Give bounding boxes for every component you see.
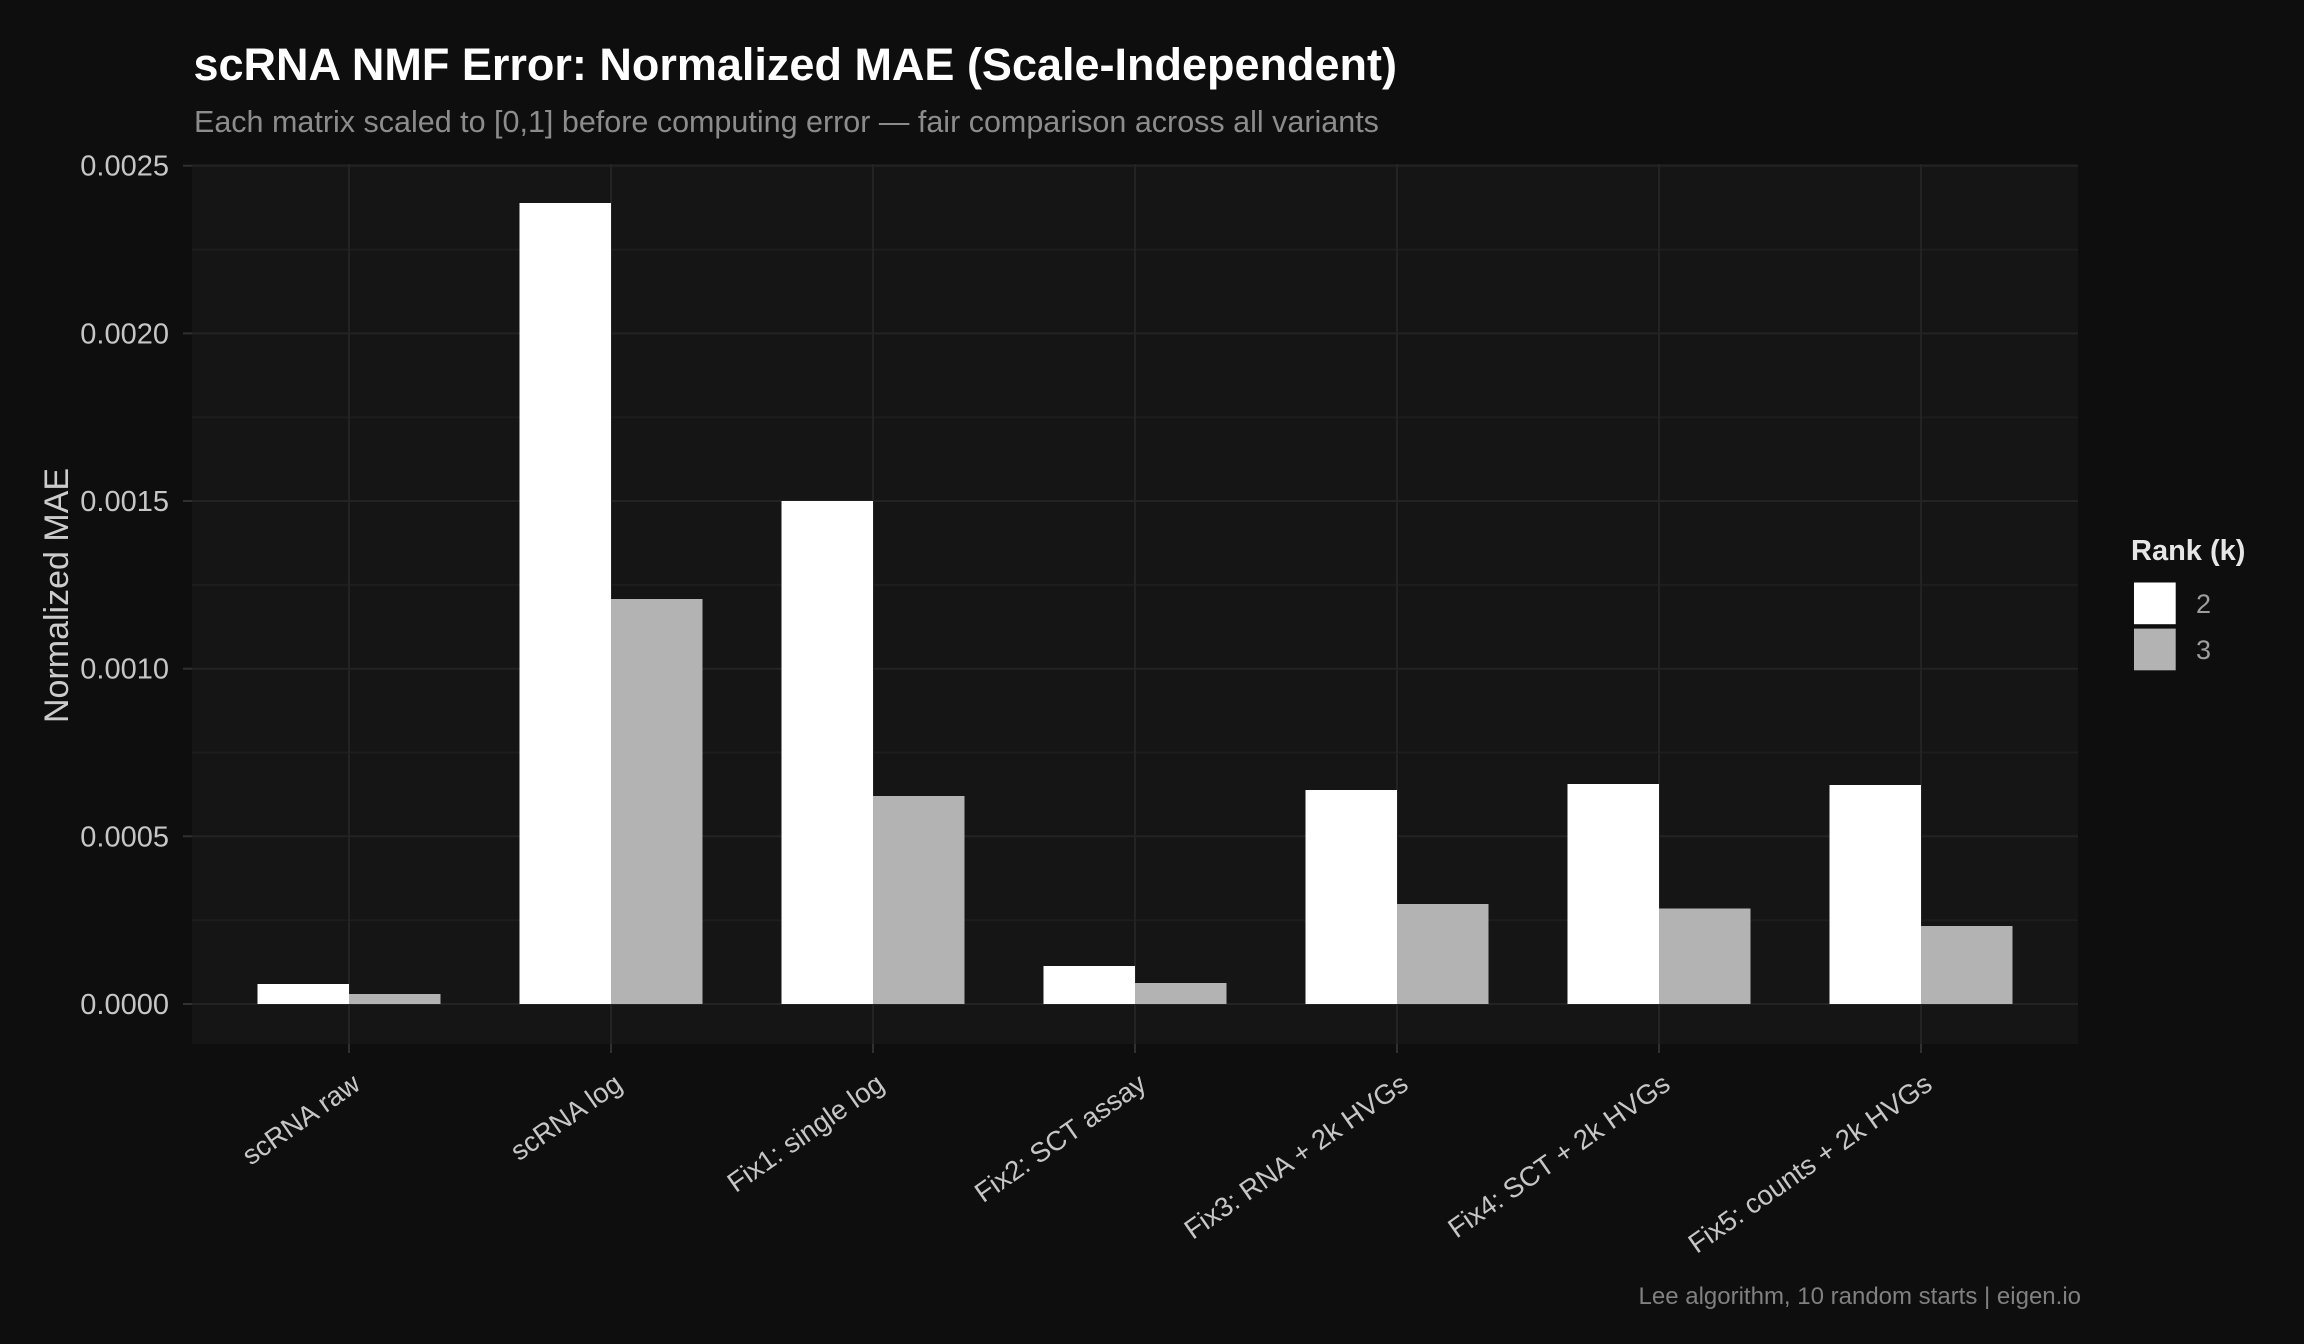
svg-text:Rank (k): Rank (k) bbox=[2131, 535, 2245, 567]
svg-text:Lee algorithm, 10 random start: Lee algorithm, 10 random starts | eigen.… bbox=[1639, 1283, 2081, 1310]
svg-text:2: 2 bbox=[2196, 589, 2211, 619]
svg-text:0.0010: 0.0010 bbox=[80, 654, 169, 686]
svg-text:scRNA NMF Error: Normalized MA: scRNA NMF Error: Normalized MAE (Scale-I… bbox=[194, 39, 1398, 90]
svg-text:0.0020: 0.0020 bbox=[80, 318, 169, 350]
svg-text:Normalized MAE: Normalized MAE bbox=[38, 468, 76, 723]
svg-text:0.0025: 0.0025 bbox=[80, 151, 169, 183]
svg-text:0.0000: 0.0000 bbox=[80, 989, 169, 1021]
svg-text:3: 3 bbox=[2196, 635, 2211, 665]
svg-text:0.0015: 0.0015 bbox=[80, 486, 169, 518]
svg-text:Each matrix scaled to [0,1] be: Each matrix scaled to [0,1] before compu… bbox=[194, 105, 1379, 139]
svg-text:0.0005: 0.0005 bbox=[80, 821, 169, 853]
